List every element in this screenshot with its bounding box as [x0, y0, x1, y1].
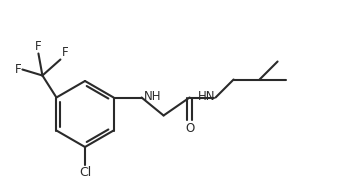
Text: Cl: Cl: [79, 166, 91, 179]
Text: HN: HN: [197, 90, 215, 103]
Text: O: O: [185, 122, 194, 135]
Text: F: F: [15, 63, 21, 76]
Text: F: F: [35, 40, 42, 53]
Text: F: F: [62, 46, 68, 59]
Text: NH: NH: [143, 90, 161, 103]
